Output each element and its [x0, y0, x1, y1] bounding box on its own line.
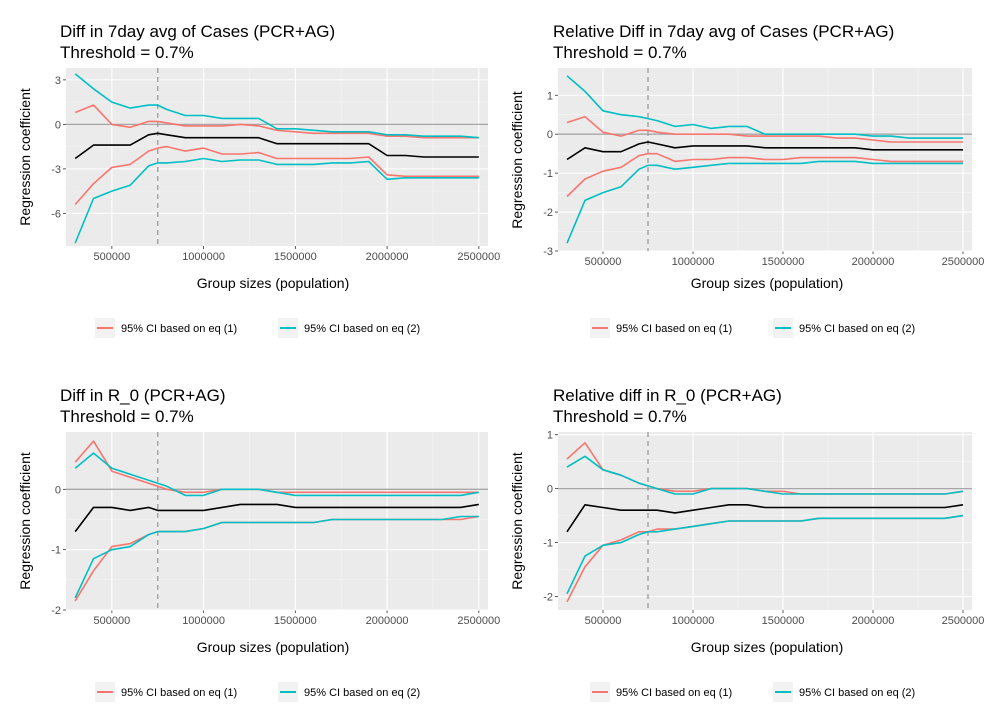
x-tick-label: 1000000 [182, 251, 225, 263]
legend-label: 95% CI based on eq (1) [616, 323, 732, 335]
x-axis-title: Group sizes (population) [691, 639, 844, 655]
y-tick-label: 0 [55, 484, 61, 496]
legend: 95% CI based on eq (1) 95% CI based on eq… [590, 682, 915, 702]
legend: 95% CI based on eq (1) 95% CI based on eq… [95, 682, 420, 702]
y-tick-label: -1 [543, 168, 553, 180]
chart-panel-2: Relative Diff in 7day avg of Cases (PCR+… [509, 22, 984, 338]
x-tick-label: 500000 [94, 615, 131, 627]
chart-subtitle: Threshold = 0.7% [60, 43, 194, 62]
chart-subtitle: Threshold = 0.7% [553, 407, 687, 426]
y-axis-title: Regression coefficient [509, 91, 525, 229]
x-tick-label: 2500000 [942, 615, 985, 627]
x-tick-label: 1500000 [762, 256, 805, 268]
plot-background [66, 432, 488, 610]
legend-label: 95% CI based on eq (2) [799, 687, 915, 699]
chart-panel-4: Relative diff in R_0 (PCR+AG) Threshold =… [509, 386, 984, 702]
ci-line-eq2 [566, 514, 964, 595]
legend-label: 95% CI based on eq (2) [304, 687, 420, 699]
x-tick-label: 2000000 [366, 251, 409, 263]
ci-line-eq1 [566, 115, 963, 143]
ci-line-eq2 [566, 455, 964, 495]
x-tick-label: 2000000 [366, 615, 409, 627]
chart-title: Diff in 7day avg of Cases (PCR+AG) [60, 22, 335, 41]
x-tick-label: 2000000 [852, 256, 895, 268]
ci-line-eq2 [74, 515, 479, 599]
ci-line-eq1 [566, 152, 963, 198]
x-tick-label: 1500000 [274, 615, 317, 627]
y-tick-label: 1 [547, 430, 553, 442]
x-tick-label: 2500000 [457, 615, 500, 627]
chart-title: Relative Diff in 7day avg of Cases (PCR+… [553, 22, 894, 41]
ci-line-eq1 [74, 145, 479, 206]
legend-label: 95% CI based on eq (1) [121, 323, 237, 335]
x-tick-label: 1000000 [182, 615, 225, 627]
y-tick-label: -2 [51, 605, 61, 617]
y-tick-label: 0 [55, 119, 61, 131]
x-tick-label: 1500000 [274, 251, 317, 263]
chart-subtitle: Threshold = 0.7% [553, 43, 687, 62]
estimate-line [566, 141, 963, 161]
x-tick-label: 500000 [585, 256, 622, 268]
chart-subtitle: Threshold = 0.7% [60, 407, 194, 426]
ci-line-eq2 [74, 157, 479, 244]
y-tick-label: -2 [543, 207, 553, 219]
ci-line-eq2 [74, 452, 479, 497]
legend: 95% CI based on eq (1) 95% CI based on eq… [95, 318, 420, 338]
legend-label: 95% CI based on eq (1) [616, 687, 732, 699]
x-tick-label: 1000000 [672, 615, 715, 627]
y-tick-label: 0 [547, 129, 553, 141]
x-tick-label: 1000000 [672, 256, 715, 268]
x-tick-label: 500000 [585, 615, 622, 627]
y-axis-title: Regression coefficient [17, 88, 33, 226]
x-tick-label: 1500000 [762, 615, 805, 627]
y-tick-label: -2 [543, 592, 553, 604]
estimate-line [74, 503, 479, 533]
y-tick-label: -1 [543, 538, 553, 550]
y-axis-title: Regression coefficient [17, 452, 33, 590]
x-tick-label: 500000 [94, 251, 131, 263]
y-tick-label: -6 [51, 208, 61, 220]
y-tick-label: -1 [51, 545, 61, 557]
ci-line-eq2 [566, 160, 963, 244]
ci-line-eq1 [74, 104, 479, 139]
ci-line-eq2 [566, 75, 963, 139]
y-axis-title: Regression coefficient [509, 452, 525, 590]
chart-title: Relative diff in R_0 (PCR+AG) [553, 386, 782, 405]
legend-label: 95% CI based on eq (2) [304, 323, 420, 335]
ci-line-eq2 [74, 73, 479, 139]
legend-label: 95% CI based on eq (1) [121, 687, 237, 699]
chart-panel-3: Diff in R_0 (PCR+AG) Threshold = 0.7% 5000… [17, 386, 500, 702]
x-tick-label: 2500000 [942, 256, 985, 268]
y-tick-label: -3 [51, 164, 61, 176]
y-tick-label: 3 [55, 75, 61, 87]
chart-title: Diff in R_0 (PCR+AG) [60, 386, 225, 405]
legend: 95% CI based on eq (1) 95% CI based on eq… [590, 318, 915, 338]
x-tick-label: 2000000 [852, 615, 895, 627]
x-tick-label: 2500000 [457, 251, 500, 263]
legend-label: 95% CI based on eq (2) [799, 323, 915, 335]
y-tick-label: -3 [543, 246, 553, 258]
x-axis-title: Group sizes (population) [197, 275, 350, 291]
x-axis-title: Group sizes (population) [691, 275, 844, 291]
x-axis-title: Group sizes (population) [197, 639, 350, 655]
chart-panel-1: Diff in 7day avg of Cases (PCR+AG) Thresh… [17, 22, 500, 338]
estimate-line [74, 132, 479, 160]
y-tick-label: 1 [547, 90, 553, 102]
y-tick-label: 0 [547, 484, 553, 496]
estimate-line [566, 503, 964, 533]
